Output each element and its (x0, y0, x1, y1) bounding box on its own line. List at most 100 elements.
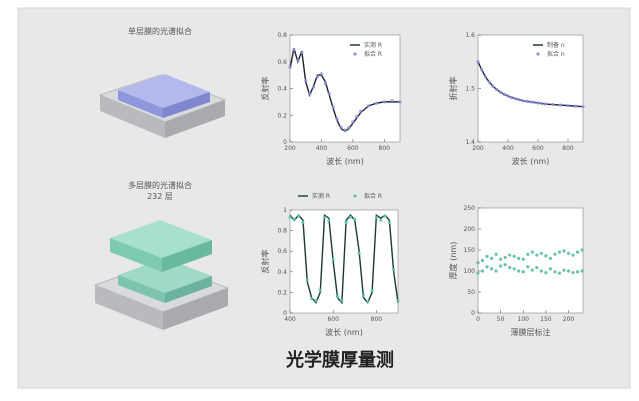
data-point (359, 109, 363, 113)
data-point (551, 102, 555, 107)
data-point (301, 220, 305, 224)
y-axis-label: 折射率 (448, 77, 458, 101)
data-point (494, 252, 498, 256)
x-axis-label: 波长 (nm) (512, 156, 550, 166)
data-point (487, 80, 491, 84)
data-point (322, 215, 327, 219)
x-tick-label: 400 (502, 145, 514, 152)
data-point (339, 125, 343, 129)
data-point (540, 101, 544, 106)
data-point (558, 103, 563, 107)
data-point (495, 87, 499, 92)
data-point (340, 299, 344, 303)
data-point (508, 266, 512, 270)
data-point (480, 269, 485, 273)
data-point (544, 254, 548, 258)
subcaption: 232 层 (147, 192, 173, 201)
data-point (308, 92, 312, 96)
data-point (571, 253, 575, 257)
y-tick-label: 200 (464, 226, 476, 233)
y-tick-label: 0.4 (277, 269, 287, 276)
y-tick-label: 50 (467, 289, 475, 296)
data-point (580, 248, 584, 252)
x-tick-label: 200 (284, 145, 296, 152)
legend-label: 拟合 R (364, 192, 382, 200)
data-point (318, 288, 322, 292)
data-point (543, 102, 548, 106)
data-point (331, 105, 335, 109)
data-point (335, 117, 339, 121)
data-point (562, 249, 566, 253)
y-axis-label: 反射率 (260, 77, 270, 101)
data-point (491, 84, 495, 88)
data-point (387, 220, 391, 224)
data-point (480, 258, 485, 263)
data-point (374, 101, 379, 105)
data-point (525, 99, 529, 103)
data-point (539, 269, 543, 273)
data-point (310, 296, 314, 301)
y-axis-label: 反射率 (260, 250, 270, 274)
data-point (494, 269, 498, 273)
data-point (489, 267, 494, 271)
data-point (498, 90, 503, 94)
data-point (506, 94, 510, 98)
data-point (398, 100, 402, 104)
data-point (535, 266, 539, 270)
data-point (532, 100, 536, 105)
data-point (562, 268, 566, 272)
data-line (289, 213, 399, 305)
legend-label: 拟合 R (364, 50, 382, 58)
data-point (331, 257, 335, 262)
data-point (553, 252, 557, 256)
data-point (476, 261, 480, 265)
data-point (499, 264, 503, 268)
data-point (581, 105, 585, 109)
data-point (566, 269, 571, 273)
data-point (390, 98, 394, 103)
data-point (580, 269, 584, 273)
data-point (566, 251, 571, 255)
x-tick-label: 800 (562, 145, 574, 152)
data-point (343, 128, 347, 132)
data-point (544, 271, 548, 275)
data-point (344, 220, 348, 224)
data-point (503, 263, 507, 267)
data-point (517, 269, 521, 273)
data-point (327, 92, 331, 96)
y-tick-label: 150 (464, 247, 476, 254)
data-point (521, 257, 525, 261)
data-point (539, 251, 543, 255)
footer-title: 光学膜厚量测 (285, 349, 394, 371)
data-point (530, 250, 534, 254)
data-point (300, 50, 304, 54)
y-tick-label: 0 (283, 139, 287, 146)
data-point (379, 218, 383, 222)
data-point (353, 217, 357, 221)
y-tick-label: 0.6 (277, 59, 287, 66)
data-point (480, 68, 484, 72)
data-point (357, 251, 361, 255)
data-point (314, 299, 318, 303)
y-axis-label: 厚度 (nm) (448, 242, 458, 280)
y-tick-label: 1 (283, 207, 287, 214)
y-tick-label: 0 (283, 310, 287, 317)
data-point (335, 294, 340, 299)
data-point (476, 271, 480, 275)
data-point (348, 215, 353, 219)
data-point (499, 257, 503, 261)
data-point (512, 254, 516, 258)
x-tick-label: 150 (540, 316, 552, 323)
data-point (575, 250, 580, 254)
data-point (296, 58, 300, 63)
data-point (311, 85, 316, 89)
data-point (513, 97, 518, 101)
multi-layer-illustration (93, 220, 230, 330)
data-point (571, 271, 575, 275)
y-tick-label: 100 (464, 268, 476, 275)
y-tick-label: 0 (471, 310, 475, 317)
data-point (508, 253, 512, 257)
data-point (503, 255, 507, 260)
x-axis-label: 波长 (nm) (326, 156, 364, 166)
